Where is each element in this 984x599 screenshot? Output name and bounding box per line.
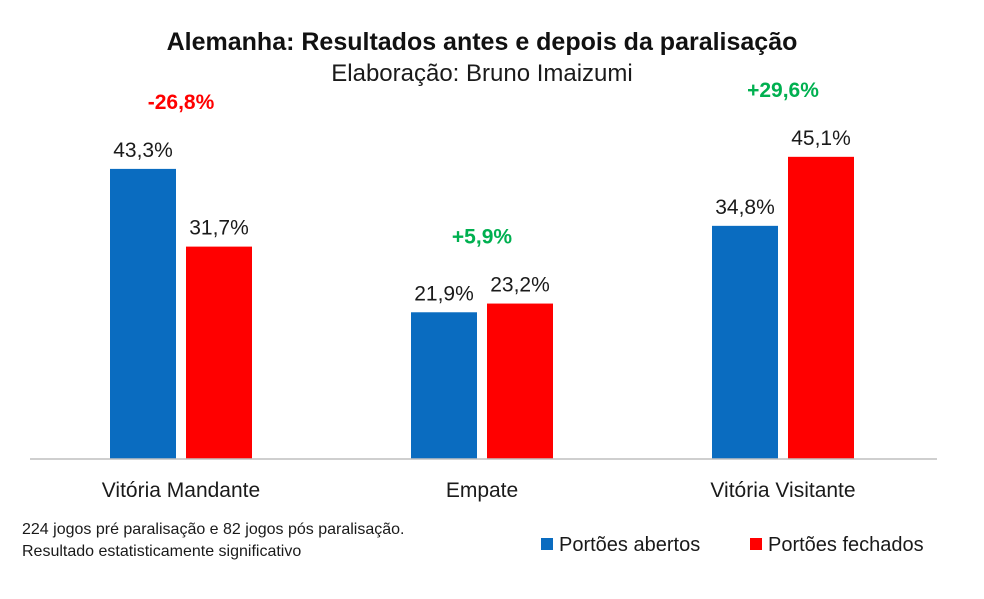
- x-tick-labels: Vitória Mandante Empate Vitória Visitante: [102, 479, 856, 502]
- x-tick-label-empate: Empate: [446, 479, 518, 502]
- data-label-empate-portoes-abertos: 21,9%: [414, 282, 474, 305]
- plot-area: 43,3% 31,7% -26,8% 21,9% 23,2% +5,9% 34,8% 45,1…: [110, 79, 854, 459]
- footnote-1: 224 jogos pré paralisação e 82 jogos pós…: [22, 521, 404, 538]
- legend-swatch-portoes-abertos: [541, 538, 553, 550]
- data-label-vitoria-visitante-portoes-abertos: 34,8%: [715, 196, 775, 219]
- chart-subtitle: Elaboração: Bruno Imaizumi: [331, 60, 632, 87]
- chart-title: Alemanha: Resultados antes e depois da p…: [167, 28, 798, 56]
- legend-swatch-portoes-fechados: [750, 538, 762, 550]
- legend: Portões abertos Portões fechados: [541, 534, 924, 556]
- bar-vitoria-mandante-portoes-fechados: [186, 246, 252, 459]
- data-label-empate-portoes-fechados: 23,2%: [490, 274, 550, 297]
- bar-vitoria-mandante-portoes-abertos: [110, 168, 176, 459]
- legend-label-portoes-fechados: Portões fechados: [768, 534, 924, 556]
- change-label-vitoria-visitante: +29,6%: [747, 79, 819, 102]
- bar-empate-portoes-abertos: [411, 312, 477, 459]
- data-label-vitoria-mandante-portoes-abertos: 43,3%: [113, 139, 173, 162]
- change-label-vitoria-mandante: -26,8%: [148, 91, 215, 114]
- footnote-2: Resultado estatisticamente significativo: [22, 543, 301, 560]
- change-label-empate: +5,9%: [452, 226, 512, 249]
- bar-empate-portoes-fechados: [487, 303, 553, 459]
- bar-vitoria-visitante-portoes-fechados: [788, 156, 854, 459]
- x-tick-label-vitoria-mandante: Vitória Mandante: [102, 479, 260, 502]
- bar-vitoria-visitante-portoes-abertos: [712, 225, 778, 459]
- data-label-vitoria-mandante-portoes-fechados: 31,7%: [189, 217, 249, 240]
- legend-label-portoes-abertos: Portões abertos: [559, 534, 700, 556]
- x-tick-label-vitoria-visitante: Vitória Visitante: [710, 479, 855, 502]
- data-label-vitoria-visitante-portoes-fechados: 45,1%: [791, 127, 851, 150]
